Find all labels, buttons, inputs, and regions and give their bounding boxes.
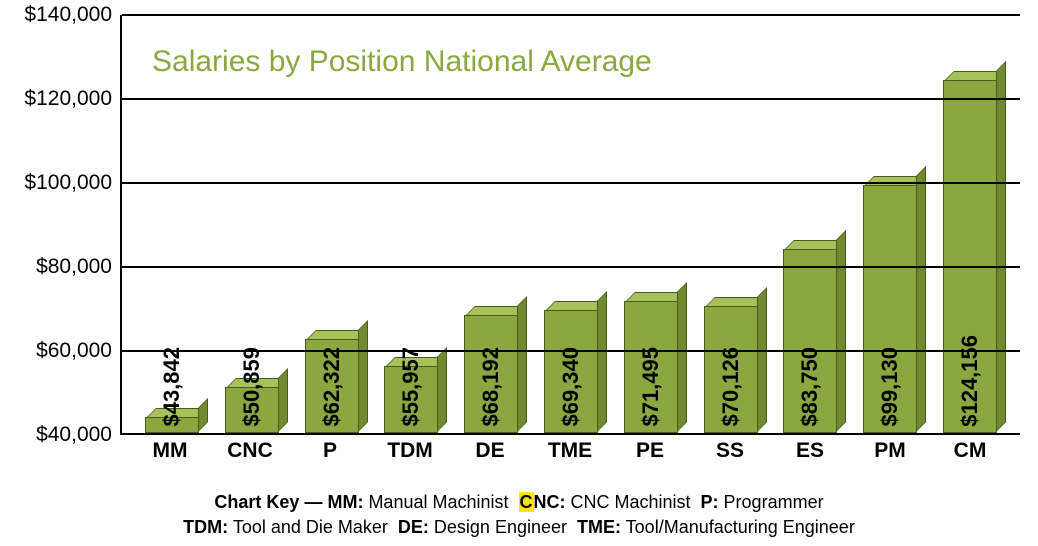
bar-value-label: $62,322 — [319, 347, 345, 427]
bar-slot: $124,156 — [930, 15, 1010, 433]
x-tick-label: PM — [850, 439, 930, 463]
chart-key-line2: TDM: Tool and Die Maker DE: Design Engin… — [0, 515, 1038, 540]
bar-side — [996, 61, 1006, 432]
x-tick-label: SS — [690, 439, 770, 463]
gridline — [122, 98, 1020, 100]
bar-value-label: $50,859 — [239, 347, 265, 427]
bar-value-label: $70,126 — [718, 347, 744, 427]
plot-area: Salaries by Position National Average $4… — [120, 15, 1020, 435]
bar-value-label: $83,750 — [797, 347, 823, 427]
y-tick-label: $140,000 — [24, 3, 112, 27]
gridline — [122, 182, 1020, 184]
x-tick-label: ES — [770, 439, 850, 463]
bar-side — [278, 368, 288, 432]
x-tick-label: TDM — [370, 439, 450, 463]
bar-side — [836, 230, 846, 432]
y-tick-label: $80,000 — [36, 255, 112, 279]
bar-side — [358, 320, 368, 432]
bar-value-label: $99,130 — [877, 347, 903, 427]
bar-value-label: $43,842 — [159, 347, 185, 427]
bar-side — [597, 291, 607, 432]
bar-value-label: $71,495 — [638, 347, 664, 427]
bar-side — [198, 398, 208, 432]
bar-side — [437, 347, 447, 432]
chart-key-line1: Chart Key — MM: Manual Machinist CNC: CN… — [0, 490, 1038, 515]
x-tick-label: TME — [530, 439, 610, 463]
y-tick-label: $100,000 — [24, 171, 112, 195]
gridline — [122, 266, 1020, 268]
gridline — [122, 14, 1020, 16]
salary-chart: $40,000$60,000$80,000$100,000$120,000$14… — [20, 15, 1020, 475]
y-tick-label: $40,000 — [36, 423, 112, 447]
y-tick-label: $120,000 — [24, 87, 112, 111]
x-tick-label: MM — [130, 439, 210, 463]
y-axis: $40,000$60,000$80,000$100,000$120,000$14… — [20, 15, 120, 475]
bar-side — [757, 287, 767, 432]
x-tick-label: CNC — [210, 439, 290, 463]
bar-value-label: $68,192 — [478, 347, 504, 427]
bar-side — [677, 282, 687, 432]
x-tick-label: P — [290, 439, 370, 463]
bar-side — [517, 296, 527, 432]
bar-value-label: $124,156 — [957, 335, 983, 427]
bar-side — [916, 166, 926, 432]
bar-slot: $99,130 — [850, 15, 930, 433]
x-axis-labels: MMCNCPTDMDETMEPESSESPMCM — [120, 439, 1020, 463]
bar-value-label: $69,340 — [558, 347, 584, 427]
chart-title: Salaries by Position National Average — [152, 45, 652, 79]
bar-slot: $83,750 — [771, 15, 851, 433]
y-tick-label: $60,000 — [36, 339, 112, 363]
x-tick-label: CM — [930, 439, 1010, 463]
bar-value-label: $55,957 — [398, 347, 424, 427]
chart-key-legend: Chart Key — MM: Manual Machinist CNC: CN… — [0, 490, 1038, 540]
x-tick-label: PE — [610, 439, 690, 463]
bar-slot: $70,126 — [691, 15, 771, 433]
x-tick-label: DE — [450, 439, 530, 463]
